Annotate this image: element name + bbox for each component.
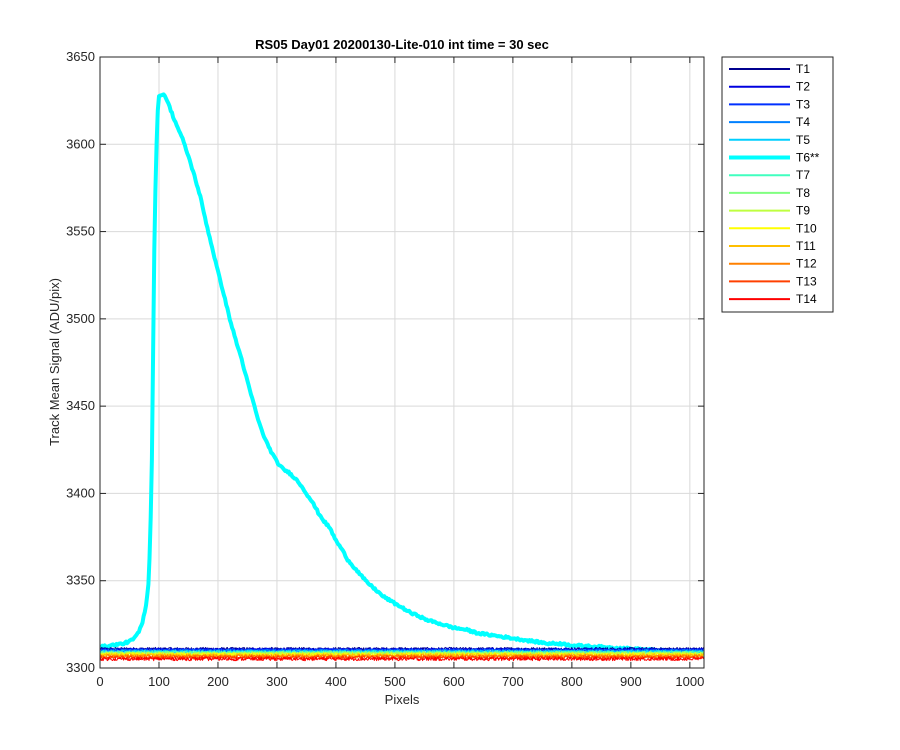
x-axis-label: Pixels bbox=[385, 692, 420, 707]
legend-box bbox=[721, 56, 834, 313]
series-lines bbox=[100, 92, 704, 662]
y-tick-label: 3650 bbox=[66, 49, 95, 64]
series-line-t13 bbox=[100, 655, 704, 660]
x-tick-label: 1000 bbox=[675, 674, 704, 689]
legend-label: T13 bbox=[796, 274, 817, 288]
y-tick-label: 3450 bbox=[66, 398, 95, 413]
legend-label: T14 bbox=[796, 292, 817, 306]
x-tick-label: 0 bbox=[96, 674, 103, 689]
y-tick-label: 3350 bbox=[66, 573, 95, 588]
legend-label: T11 bbox=[796, 239, 816, 253]
y-tick-label: 3550 bbox=[66, 224, 95, 239]
axes: 0 100 200 300 400 500 600 700 800 900 1000 3300 3350… bbox=[66, 49, 704, 689]
y-tick-label: 3600 bbox=[66, 136, 95, 151]
legend-label: T1 bbox=[796, 62, 810, 76]
x-tick-label: 300 bbox=[266, 674, 288, 689]
x-tick-label: 200 bbox=[207, 674, 229, 689]
plot-area-border bbox=[99, 56, 705, 669]
y-tick-label: 3400 bbox=[66, 485, 95, 500]
legend: T1 T2 T3 T4 T5 T6** T7 T8 T9 T10 T11 T12 T13 T14 bbox=[721, 56, 834, 313]
y-axis-label: Track Mean Signal (ADU/pix) bbox=[47, 278, 62, 446]
x-tick-label: 800 bbox=[561, 674, 583, 689]
x-tick-label: 700 bbox=[502, 674, 524, 689]
y-tick-label: 3500 bbox=[66, 311, 95, 326]
legend-label: T2 bbox=[796, 80, 810, 94]
series-line-t14 bbox=[100, 656, 704, 662]
x-tick-label: 400 bbox=[325, 674, 347, 689]
chart-title: RS05 Day01 20200130-Lite-010 int time = … bbox=[255, 37, 549, 52]
legend-label: T5 bbox=[796, 133, 810, 147]
x-tick-label: 600 bbox=[443, 674, 465, 689]
legend-label: T6** bbox=[796, 151, 820, 165]
x-tick-label: 900 bbox=[620, 674, 642, 689]
legend-label: T7 bbox=[796, 168, 810, 182]
legend-label: T12 bbox=[796, 257, 817, 271]
grid bbox=[100, 57, 704, 668]
legend-label: T8 bbox=[796, 186, 810, 200]
x-tick-label: 100 bbox=[148, 674, 170, 689]
legend-label: T3 bbox=[796, 97, 810, 111]
series-line-t6 bbox=[100, 92, 704, 657]
legend-label: T4 bbox=[796, 115, 810, 129]
y-tick-label: 3300 bbox=[66, 660, 95, 675]
legend-label: T9 bbox=[796, 204, 810, 218]
x-tick-label: 500 bbox=[384, 674, 406, 689]
legend-label: T10 bbox=[796, 221, 817, 235]
